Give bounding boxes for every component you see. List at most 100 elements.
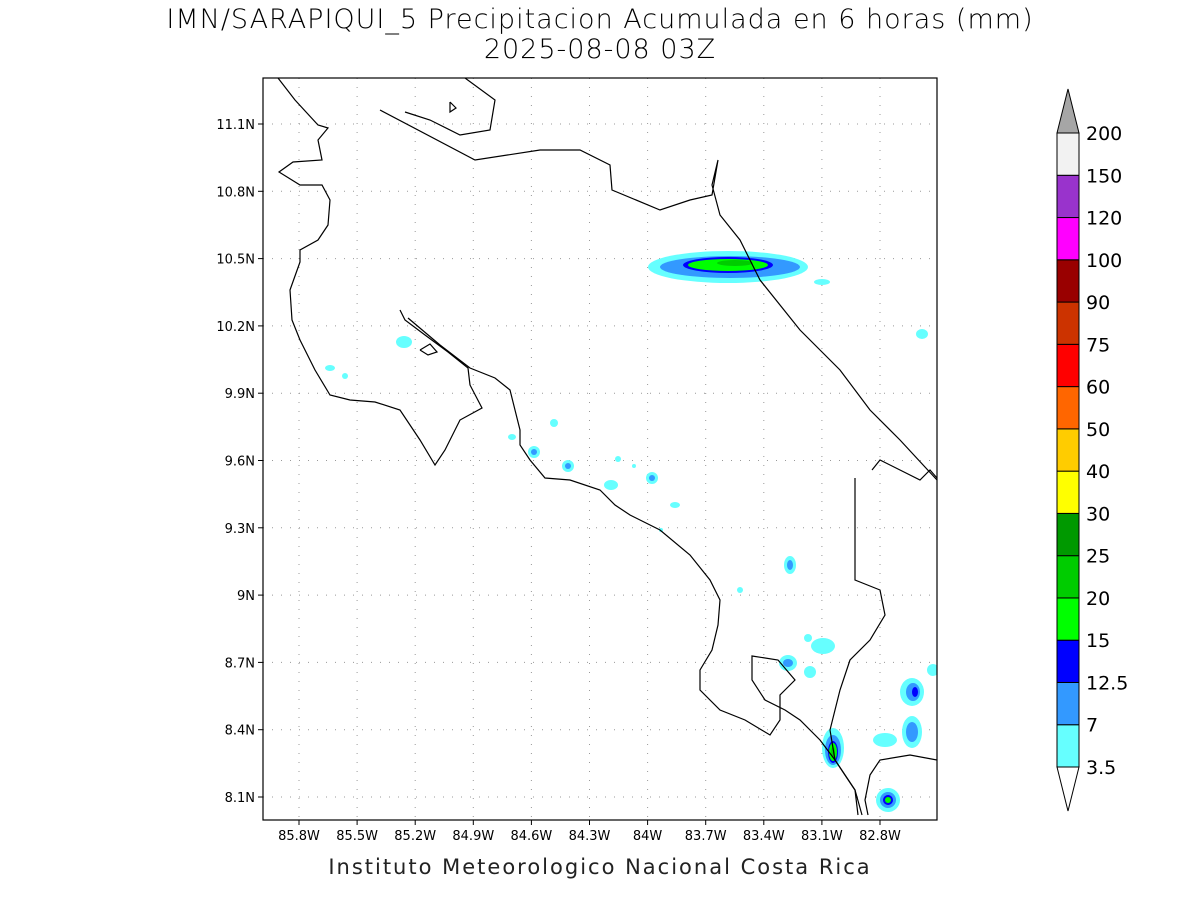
- precip-cell: [787, 560, 793, 570]
- colorbar-label: 75: [1086, 334, 1110, 356]
- colorbar: 3.5 7 12.5 15 20 25 30 40 50 60 75 90 100 120 150 200: [1056, 88, 1128, 812]
- precip-cell: [565, 463, 571, 469]
- lon-tick-label: 85.2W: [394, 829, 436, 844]
- precipitation-field: [325, 251, 937, 812]
- border-panama: [829, 478, 886, 816]
- precip-cell: [912, 687, 918, 697]
- colorbar-label: 100: [1086, 250, 1122, 272]
- precip-cell: [927, 664, 937, 676]
- coastline-lake: [404, 78, 496, 136]
- precip-cell: [550, 419, 558, 427]
- precip-cell: [885, 797, 891, 803]
- map-frame: [262, 77, 938, 821]
- lat-tick-label: 10.2N: [216, 320, 255, 335]
- lon-tick-label: 83.7W: [685, 829, 727, 844]
- precip-cell: [531, 449, 537, 455]
- precip-cell: [632, 464, 636, 468]
- colorbar-swatch: [1056, 217, 1080, 261]
- map-datetime: 2025-08-08 03Z: [483, 34, 717, 65]
- lat-tick-label: 9.6N: [225, 455, 255, 470]
- lon-tick-label: 84.9W: [452, 829, 494, 844]
- lat-tick-label: 8.7N: [225, 656, 255, 671]
- coastline-pacific: [277, 78, 483, 467]
- lat-tick-label: 10.5N: [216, 253, 255, 268]
- colorbar-swatch: [1056, 555, 1080, 599]
- lon-tick-label: 84.3W: [569, 829, 611, 844]
- colorbar-swatch: [1056, 343, 1080, 388]
- lat-tick-label: 8.4N: [225, 724, 255, 739]
- precip-cell: [814, 279, 830, 285]
- colorbar-label: 50: [1086, 419, 1110, 441]
- lon-tick-label: 85.5W: [336, 829, 378, 844]
- lat-tick-label: 10.8N: [216, 185, 255, 200]
- colorbar-label: 150: [1086, 165, 1122, 187]
- colorbar-swatch: [1056, 639, 1080, 683]
- colorbar-swatch: [1056, 259, 1080, 303]
- lon-tick-label: 83.4W: [743, 829, 785, 844]
- lon-tick-label: 84.6W: [510, 829, 552, 844]
- lat-tick-label: 9.9N: [225, 387, 255, 402]
- colorbar-label: 120: [1086, 208, 1122, 230]
- colorbar-label: 25: [1086, 546, 1110, 568]
- colorbar-swatch: [1056, 597, 1080, 641]
- colorbar-label: 60: [1086, 377, 1110, 399]
- precip-cell: [604, 480, 618, 490]
- precip-cell: [508, 434, 516, 440]
- colorbar-swatch: [1056, 512, 1080, 557]
- coastline-panama: [871, 459, 937, 481]
- colorbar-label: 40: [1086, 461, 1110, 483]
- colorbar-under-arrow: [1056, 766, 1080, 812]
- lat-tick-label: 8.1N: [225, 791, 255, 806]
- precip-cell: [783, 659, 793, 667]
- precip-cell: [804, 634, 812, 642]
- colorbar-swatch: [1056, 724, 1080, 768]
- precip-cell: [342, 373, 348, 379]
- axis-ticks: 85.8W 85.5W 85.2W 84.9W 84.6W 84.3W 84W 83.7W 83…: [216, 118, 901, 844]
- footer-credit: Instituto Meteorologico Nacional Costa R…: [328, 855, 872, 879]
- lat-tick-label: 9.3N: [225, 522, 255, 537]
- coastline-chiriqui: [864, 754, 937, 816]
- precip-cell: [916, 329, 928, 339]
- precip-cell: [906, 722, 918, 742]
- precip-cell: [804, 666, 816, 678]
- colorbar-label: 20: [1086, 588, 1110, 610]
- island: [419, 343, 439, 356]
- lon-tick-label: 85.8W: [278, 829, 320, 844]
- precip-cell: [649, 475, 655, 481]
- lat-tick-label: 9N: [237, 589, 255, 604]
- colorbar-label: 7: [1086, 715, 1098, 737]
- colorbar-over-arrow: [1056, 88, 1080, 134]
- colorbar-swatch: [1056, 428, 1080, 472]
- precip-cell: [615, 456, 621, 462]
- precip-cell: [873, 733, 897, 747]
- colorbar-label: 3.5: [1086, 757, 1116, 779]
- lat-tick-label: 11.1N: [216, 118, 255, 133]
- colorbar-swatch: [1056, 386, 1080, 430]
- colorbar-label: 12.5: [1086, 672, 1128, 694]
- coastlines: [277, 78, 937, 816]
- island: [449, 101, 457, 114]
- precip-cell: [811, 638, 835, 654]
- colorbar-label: 200: [1086, 123, 1122, 145]
- colorbar-label: 15: [1086, 630, 1110, 652]
- precip-cell: [737, 587, 743, 593]
- lon-tick-label: 84W: [633, 829, 663, 844]
- map-title: IMN/SARAPIQUI_5 Precipitacion Acumulada …: [166, 4, 1034, 35]
- lon-tick-label: 83.1W: [801, 829, 843, 844]
- precip-cell: [396, 336, 412, 348]
- precip-cell: [325, 365, 335, 371]
- coastline-gulf-nicoya: [407, 317, 863, 816]
- colorbar-swatch: [1056, 470, 1080, 514]
- colorbar-swatch: [1056, 174, 1080, 219]
- precip-cell: [717, 260, 753, 266]
- colorbar-label: 30: [1086, 503, 1110, 525]
- lon-tick-label: 82.8W: [859, 829, 901, 844]
- colorbar-swatch: [1056, 301, 1080, 345]
- precip-cell: [670, 502, 680, 508]
- border-nicaragua: [379, 109, 937, 481]
- colorbar-label: 90: [1086, 292, 1110, 314]
- colorbar-swatch: [1056, 132, 1080, 176]
- colorbar-swatch: [1056, 681, 1080, 726]
